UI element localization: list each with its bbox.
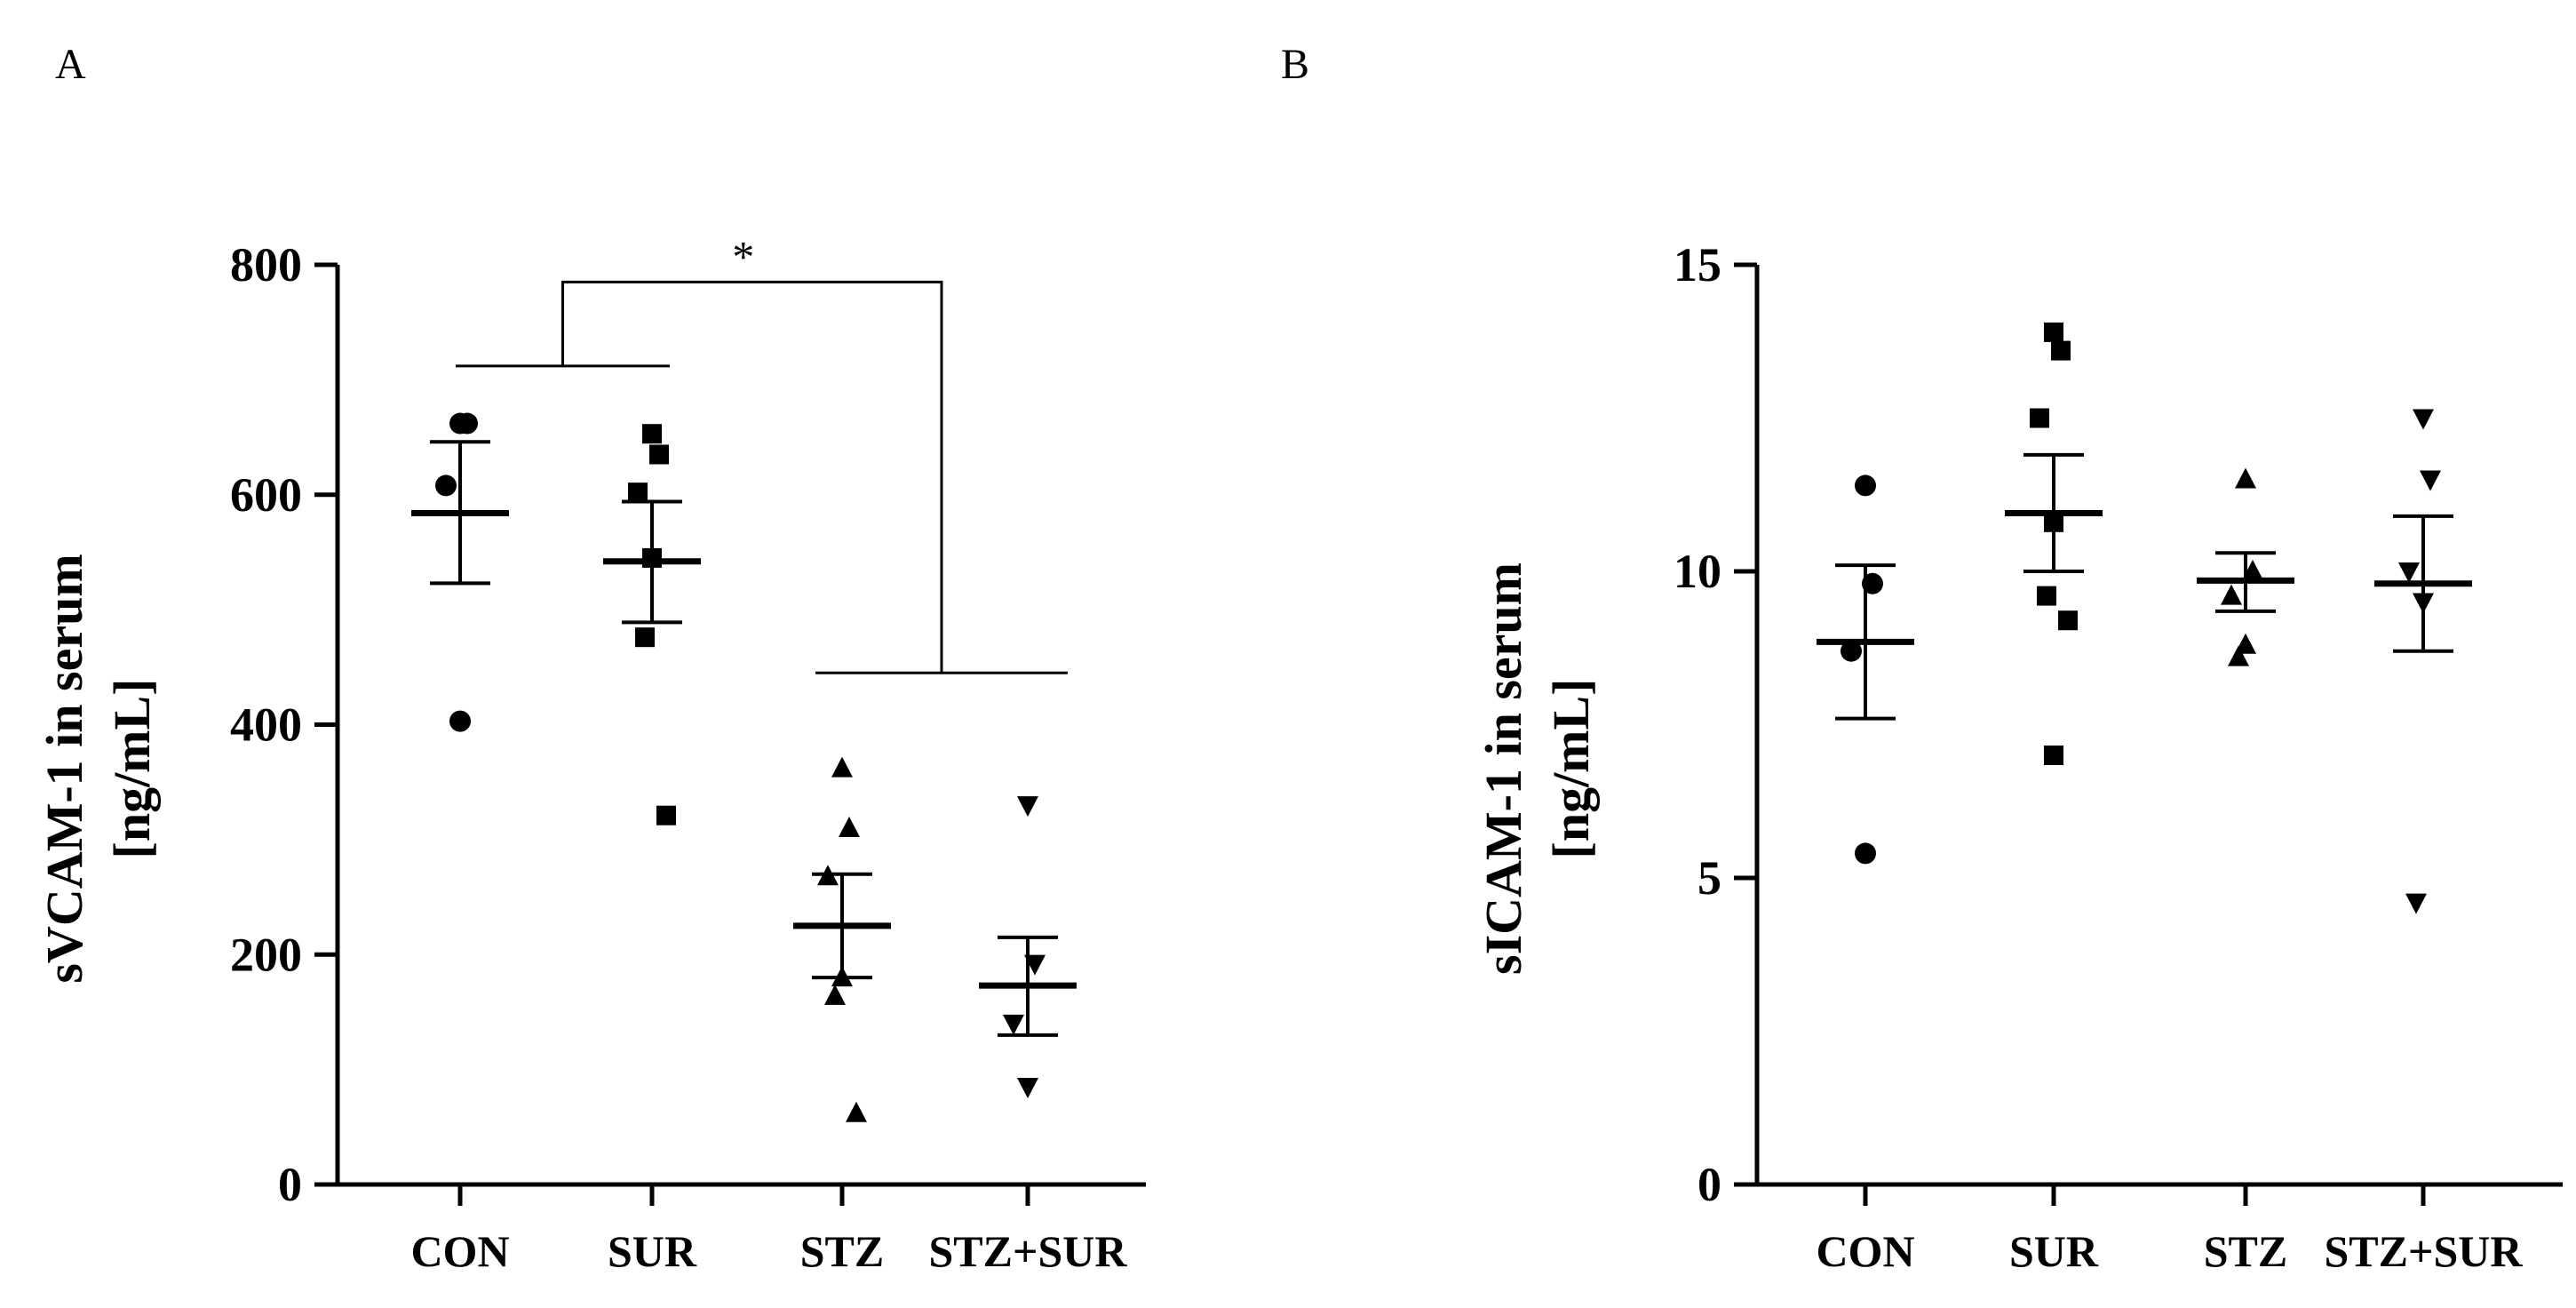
data-point	[2420, 470, 2441, 491]
data-point	[435, 475, 457, 497]
data-point	[1855, 475, 1876, 497]
data-point	[2228, 645, 2249, 666]
y-axis-title-a-line2: [ng/mL]	[103, 679, 161, 859]
y-axis-title-a-line1: sVCAM-1 in serum	[36, 554, 93, 983]
data-point	[457, 412, 478, 435]
y-tick-label: 0	[278, 1158, 302, 1211]
y-tick-label: 400	[230, 698, 302, 752]
x-tick-label: CON	[410, 1226, 509, 1276]
data-point	[831, 756, 853, 778]
x-tick-label: SUR	[2009, 1226, 2099, 1276]
x-tick-label: CON	[1816, 1226, 1914, 1276]
data-point	[846, 1101, 867, 1122]
data-point	[2235, 633, 2256, 654]
y-tick-label: 0	[1697, 1158, 1721, 1211]
data-point	[649, 444, 669, 465]
y-tick-label: 600	[230, 468, 302, 522]
y-tick-label: 10	[1674, 545, 1721, 598]
data-point	[839, 816, 860, 837]
x-tick-label: STZ+SUR	[928, 1226, 1127, 1276]
y-tick-label: 200	[230, 928, 302, 981]
data-point	[635, 627, 655, 648]
y-tick-label: 800	[230, 238, 302, 291]
x-tick-label: SUR	[608, 1226, 697, 1276]
data-point	[2030, 408, 2049, 428]
data-point	[2044, 746, 2063, 765]
data-point	[2235, 467, 2256, 489]
plot-area-a: 0 200 400 600 800 CON SUR STZ STZ+SUR *	[230, 231, 1146, 1276]
data-point	[1017, 796, 1038, 818]
data-point	[2405, 893, 2427, 914]
y-tick-label: 5	[1697, 851, 1721, 905]
x-tick-label: STZ	[800, 1226, 885, 1276]
data-point	[2398, 562, 2420, 583]
x-tick-label: STZ+SUR	[2324, 1226, 2523, 1276]
plot-area-b: 0 5 10 15 CON SUR STZ STZ+SUR	[1674, 238, 2563, 1276]
y-axis-title-b-line1: sICAM-1 in serum	[1475, 562, 1532, 975]
data-point	[1017, 1078, 1038, 1099]
significance-bracket-top	[561, 280, 943, 674]
data-point	[2413, 409, 2434, 430]
panel-letter-a: A	[55, 41, 86, 88]
data-point	[1841, 640, 1862, 662]
data-point	[1855, 842, 1876, 865]
data-point	[824, 984, 846, 1005]
panel-letter-b: B	[1281, 41, 1309, 88]
y-tick-label: 15	[1674, 238, 1721, 291]
panel-b: B sICAM-1 in serum [ng/mL] 0 5 10 15 CON SUR S…	[1281, 41, 2563, 1276]
data-point	[1003, 1014, 1024, 1035]
data-point	[628, 483, 648, 503]
x-tick-label: STZ	[2204, 1226, 2288, 1276]
data-point	[2037, 586, 2056, 606]
data-point	[449, 710, 471, 732]
data-point	[2221, 584, 2242, 605]
data-point	[642, 424, 662, 444]
y-axis-title-b-line2: [ng/mL]	[1542, 679, 1600, 859]
data-point	[2051, 340, 2071, 361]
data-point	[2044, 322, 2063, 342]
data-point	[2058, 610, 2078, 631]
data-point	[656, 805, 676, 825]
significance-label: *	[732, 231, 754, 281]
panel-a: A sVCAM-1 in serum [ng/mL] 0 200 400 600 800…	[36, 41, 1146, 1276]
